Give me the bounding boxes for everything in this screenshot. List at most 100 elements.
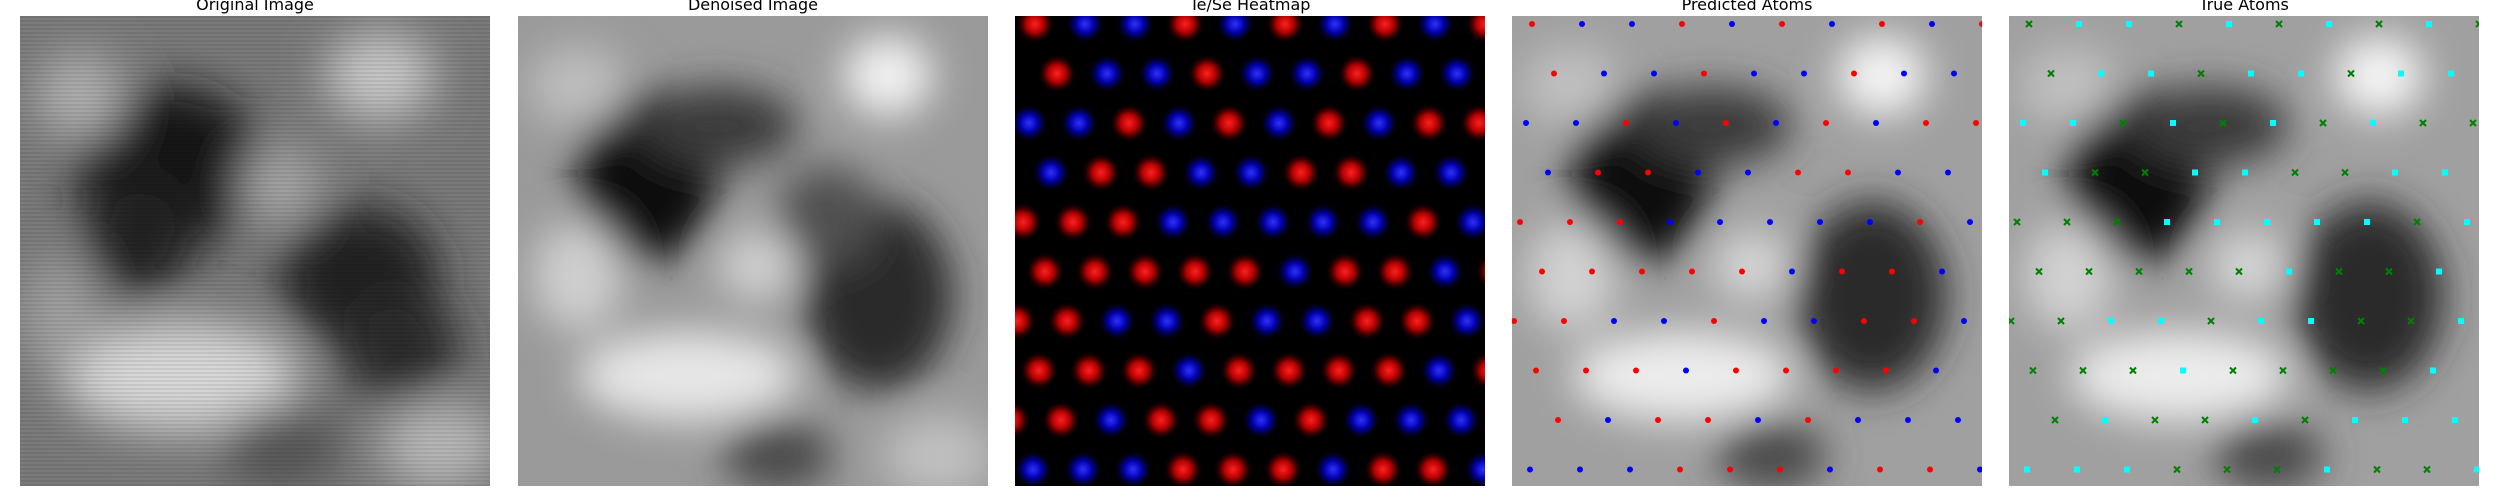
se-heat-spot [1315, 16, 1355, 44]
te-heat-spot [1325, 251, 1365, 292]
predicted-te-atom [1655, 417, 1661, 423]
te-heat-spot [1015, 301, 1037, 341]
se-heat-spot [1441, 400, 1481, 440]
true-te-atom [2229, 366, 2237, 375]
se-heat-spot [1247, 301, 1287, 341]
true-se-atom [2252, 417, 2258, 423]
true-te-atom [2175, 20, 2183, 28]
true-se-atom [2024, 466, 2030, 473]
te-heat-spot [1365, 16, 1405, 44]
true-se-atom [2426, 21, 2432, 27]
true-te-atom [2009, 317, 2015, 325]
predicted-te-atom [1533, 367, 1539, 374]
se-heat-spot [1159, 103, 1199, 143]
se-heat-spot [1359, 103, 1399, 143]
te-heat-spot [1219, 350, 1259, 391]
true-se-atom [2248, 70, 2254, 77]
true-te-atom [2185, 267, 2193, 276]
predicted-se-atom [1945, 169, 1951, 176]
true-se-atom [2124, 466, 2130, 473]
true-se-atom [2452, 417, 2458, 423]
true-te-atom [2273, 465, 2281, 474]
te-heat-spot [1041, 400, 1081, 440]
predicted-se-atom [1811, 318, 1817, 324]
se-heat-spot [1097, 301, 1137, 341]
predicted-se-atom [1629, 21, 1635, 27]
true-se-atom [2148, 70, 2154, 77]
te-heat-spot [1125, 251, 1165, 292]
te-heat-spot [1413, 449, 1453, 486]
te-heat-spot [1397, 301, 1437, 341]
predicted-te-atom [1823, 120, 1829, 126]
se-heat-spot [1065, 16, 1105, 44]
te-heat-spot [1263, 449, 1303, 486]
predicted-se-atom [1577, 466, 1583, 473]
predicted-te-atom [1923, 120, 1929, 126]
te-heat-spot [1403, 202, 1443, 242]
predicted-se-atom [1977, 466, 1982, 473]
se-heat-spot [1419, 350, 1459, 391]
true-se-atom [2286, 268, 2292, 275]
predicted-se-atom [1673, 120, 1679, 126]
te-heat-spot [1269, 350, 1309, 391]
predicted-te-atom [1795, 169, 1801, 176]
te-heat-spot [1019, 350, 1059, 391]
predicted-te-atom [1973, 120, 1979, 126]
true-te-atom [2029, 366, 2037, 375]
predicted-te-atom [1645, 169, 1651, 176]
te-heat-spot [1075, 251, 1115, 292]
true-se-atom [2226, 21, 2232, 27]
te-heat-spot [1015, 202, 1043, 242]
te-heat-spot [1475, 254, 1485, 289]
predicted-te-atom [1879, 21, 1885, 27]
te-heat-spot [1119, 350, 1159, 391]
te-heat-spot [1281, 152, 1321, 193]
true-te-atom [2135, 267, 2143, 276]
predicted-te-atom [1727, 466, 1733, 473]
true-te-atom [2113, 218, 2121, 226]
panel-title-heatmap: Te/Se Heatmap [1189, 0, 1311, 14]
predicted-te-atom [1861, 318, 1867, 324]
se-heat-spot [1063, 449, 1103, 486]
predicted-se-atom [1579, 21, 1585, 27]
predicted-te-atom [1639, 268, 1645, 275]
se-heat-spot [1203, 202, 1243, 242]
predicted-te-atom [1689, 268, 1695, 275]
true-te-atom [2379, 366, 2387, 375]
true-se-atom [2020, 120, 2026, 126]
se-heat-spot [1391, 400, 1431, 440]
te-heat-spot [1037, 53, 1077, 94]
true-se-atom [2324, 466, 2330, 473]
predicted-atoms [1512, 16, 1982, 486]
se-heat-spot [1287, 53, 1327, 94]
se-heat-spot [1237, 53, 1277, 94]
te-heat-spot [1191, 400, 1231, 440]
predicted-se-atom [1967, 219, 1973, 225]
se-heat-spot [1253, 202, 1293, 242]
te-heat-spot [1197, 301, 1237, 341]
true-se-atom [2448, 70, 2454, 77]
predicted-te-atom [1883, 367, 1889, 374]
predicted-se-atom [1827, 466, 1833, 473]
predicted-te-atom [1517, 219, 1523, 225]
true-te-atom [2223, 465, 2231, 474]
true-te-atom [2197, 69, 2205, 78]
predicted-te-atom [1839, 268, 1845, 275]
true-te-atom [2275, 20, 2283, 28]
predicted-se-atom [1789, 268, 1795, 275]
predicted-te-atom [1512, 318, 1517, 324]
se-heat-spot [1381, 152, 1421, 193]
true-te-atom [2201, 416, 2209, 424]
te-heat-spot [1409, 103, 1449, 143]
true-te-atom [2329, 366, 2337, 375]
true-se-atom [2308, 318, 2314, 324]
predicted-te-atom [1845, 169, 1851, 176]
true-te-atom [2051, 416, 2059, 424]
se-heat-spot [1153, 202, 1193, 242]
predicted-te-atom [1551, 70, 1557, 77]
true-te-atom [2079, 366, 2087, 375]
se-heat-spot [1181, 152, 1221, 193]
predicted-te-atom [1733, 367, 1739, 374]
true-te-atom [2091, 168, 2099, 177]
predicted-te-atom [1679, 21, 1685, 27]
